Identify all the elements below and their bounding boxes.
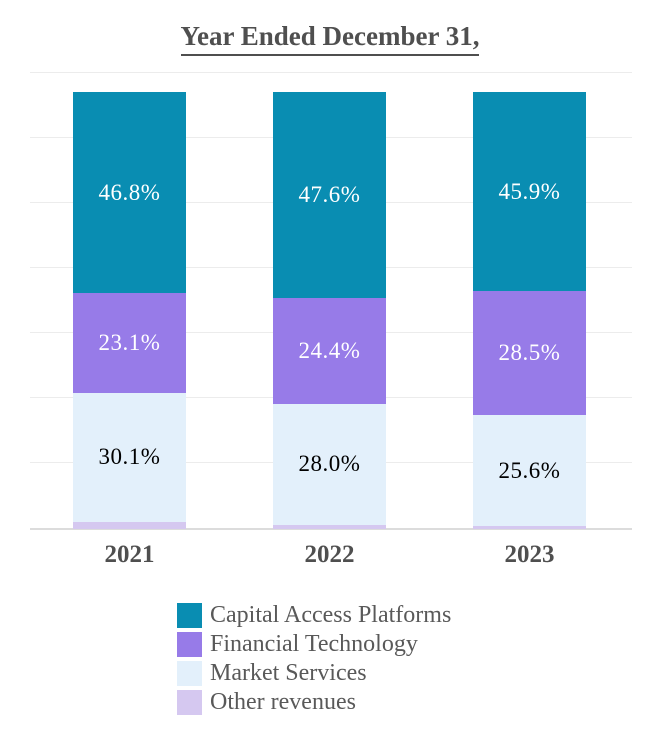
legend-item-capital-access-platforms: Capital Access Platforms (177, 602, 451, 628)
legend-label: Market Services (210, 660, 367, 686)
segment-value-label: 23.1% (98, 329, 161, 355)
segment-value-label: 30.1% (98, 444, 161, 470)
legend-swatch-capital-access-platforms (177, 602, 202, 628)
bar-2023: 45.9% 28.5% 25.6% (473, 92, 586, 529)
legend-item-financial-technology: Financial Technology (177, 631, 451, 657)
bar-2022: 47.6% 24.4% 28.0% (273, 92, 386, 529)
legend-swatch-other-revenues (177, 689, 202, 715)
x-axis-line (30, 528, 632, 530)
segment-value-label: 46.8% (98, 179, 161, 205)
bar-segment-other-revenues-2023 (473, 526, 586, 529)
legend-label: Financial Technology (210, 631, 418, 657)
legend: Capital Access Platforms Financial Techno… (177, 602, 451, 718)
legend-item-other-revenues: Other revenues (177, 689, 451, 715)
segment-value-label: 28.5% (498, 340, 561, 366)
x-axis-label-2022: 2022 (304, 541, 355, 568)
bar-segment-financial-technology-2022: 24.4% (273, 297, 386, 404)
bar-segment-financial-technology-2023: 28.5% (473, 291, 586, 416)
bar-segment-other-revenues-2021 (73, 522, 186, 529)
legend-label: Capital Access Platforms (210, 602, 452, 628)
gridline (30, 72, 632, 73)
segment-value-label: 45.9% (498, 178, 561, 204)
bar-segment-capital-access-platforms-2022: 47.6% (273, 92, 386, 298)
bar-2021: 46.8% 23.1% 30.1% (73, 92, 186, 529)
x-axis-label-2021: 2021 (104, 541, 155, 568)
segment-value-label: 28.0% (298, 451, 361, 477)
segment-value-label: 24.4% (298, 337, 361, 363)
legend-swatch-market-services (177, 660, 202, 686)
legend-item-market-services: Market Services (177, 660, 451, 686)
bar-segment-financial-technology-2021: 23.1% (73, 293, 186, 393)
segment-value-label: 25.6% (498, 457, 561, 483)
chart-title: Year Ended December 31, (0, 21, 660, 56)
legend-swatch-financial-technology (177, 631, 202, 657)
legend-label: Other revenues (210, 689, 356, 715)
bar-segment-market-services-2021: 30.1% (73, 392, 186, 523)
x-axis-label-2023: 2023 (504, 541, 555, 568)
bar-segment-capital-access-platforms-2021: 46.8% (73, 92, 186, 294)
bar-segment-other-revenues-2022 (273, 524, 386, 529)
bar-segment-market-services-2023: 25.6% (473, 415, 586, 527)
chart-title-text: Year Ended December 31, (180, 21, 480, 56)
bar-segment-market-services-2022: 28.0% (273, 403, 386, 525)
bar-segment-capital-access-platforms-2023: 45.9% (473, 92, 586, 292)
segment-value-label: 47.6% (298, 181, 361, 207)
